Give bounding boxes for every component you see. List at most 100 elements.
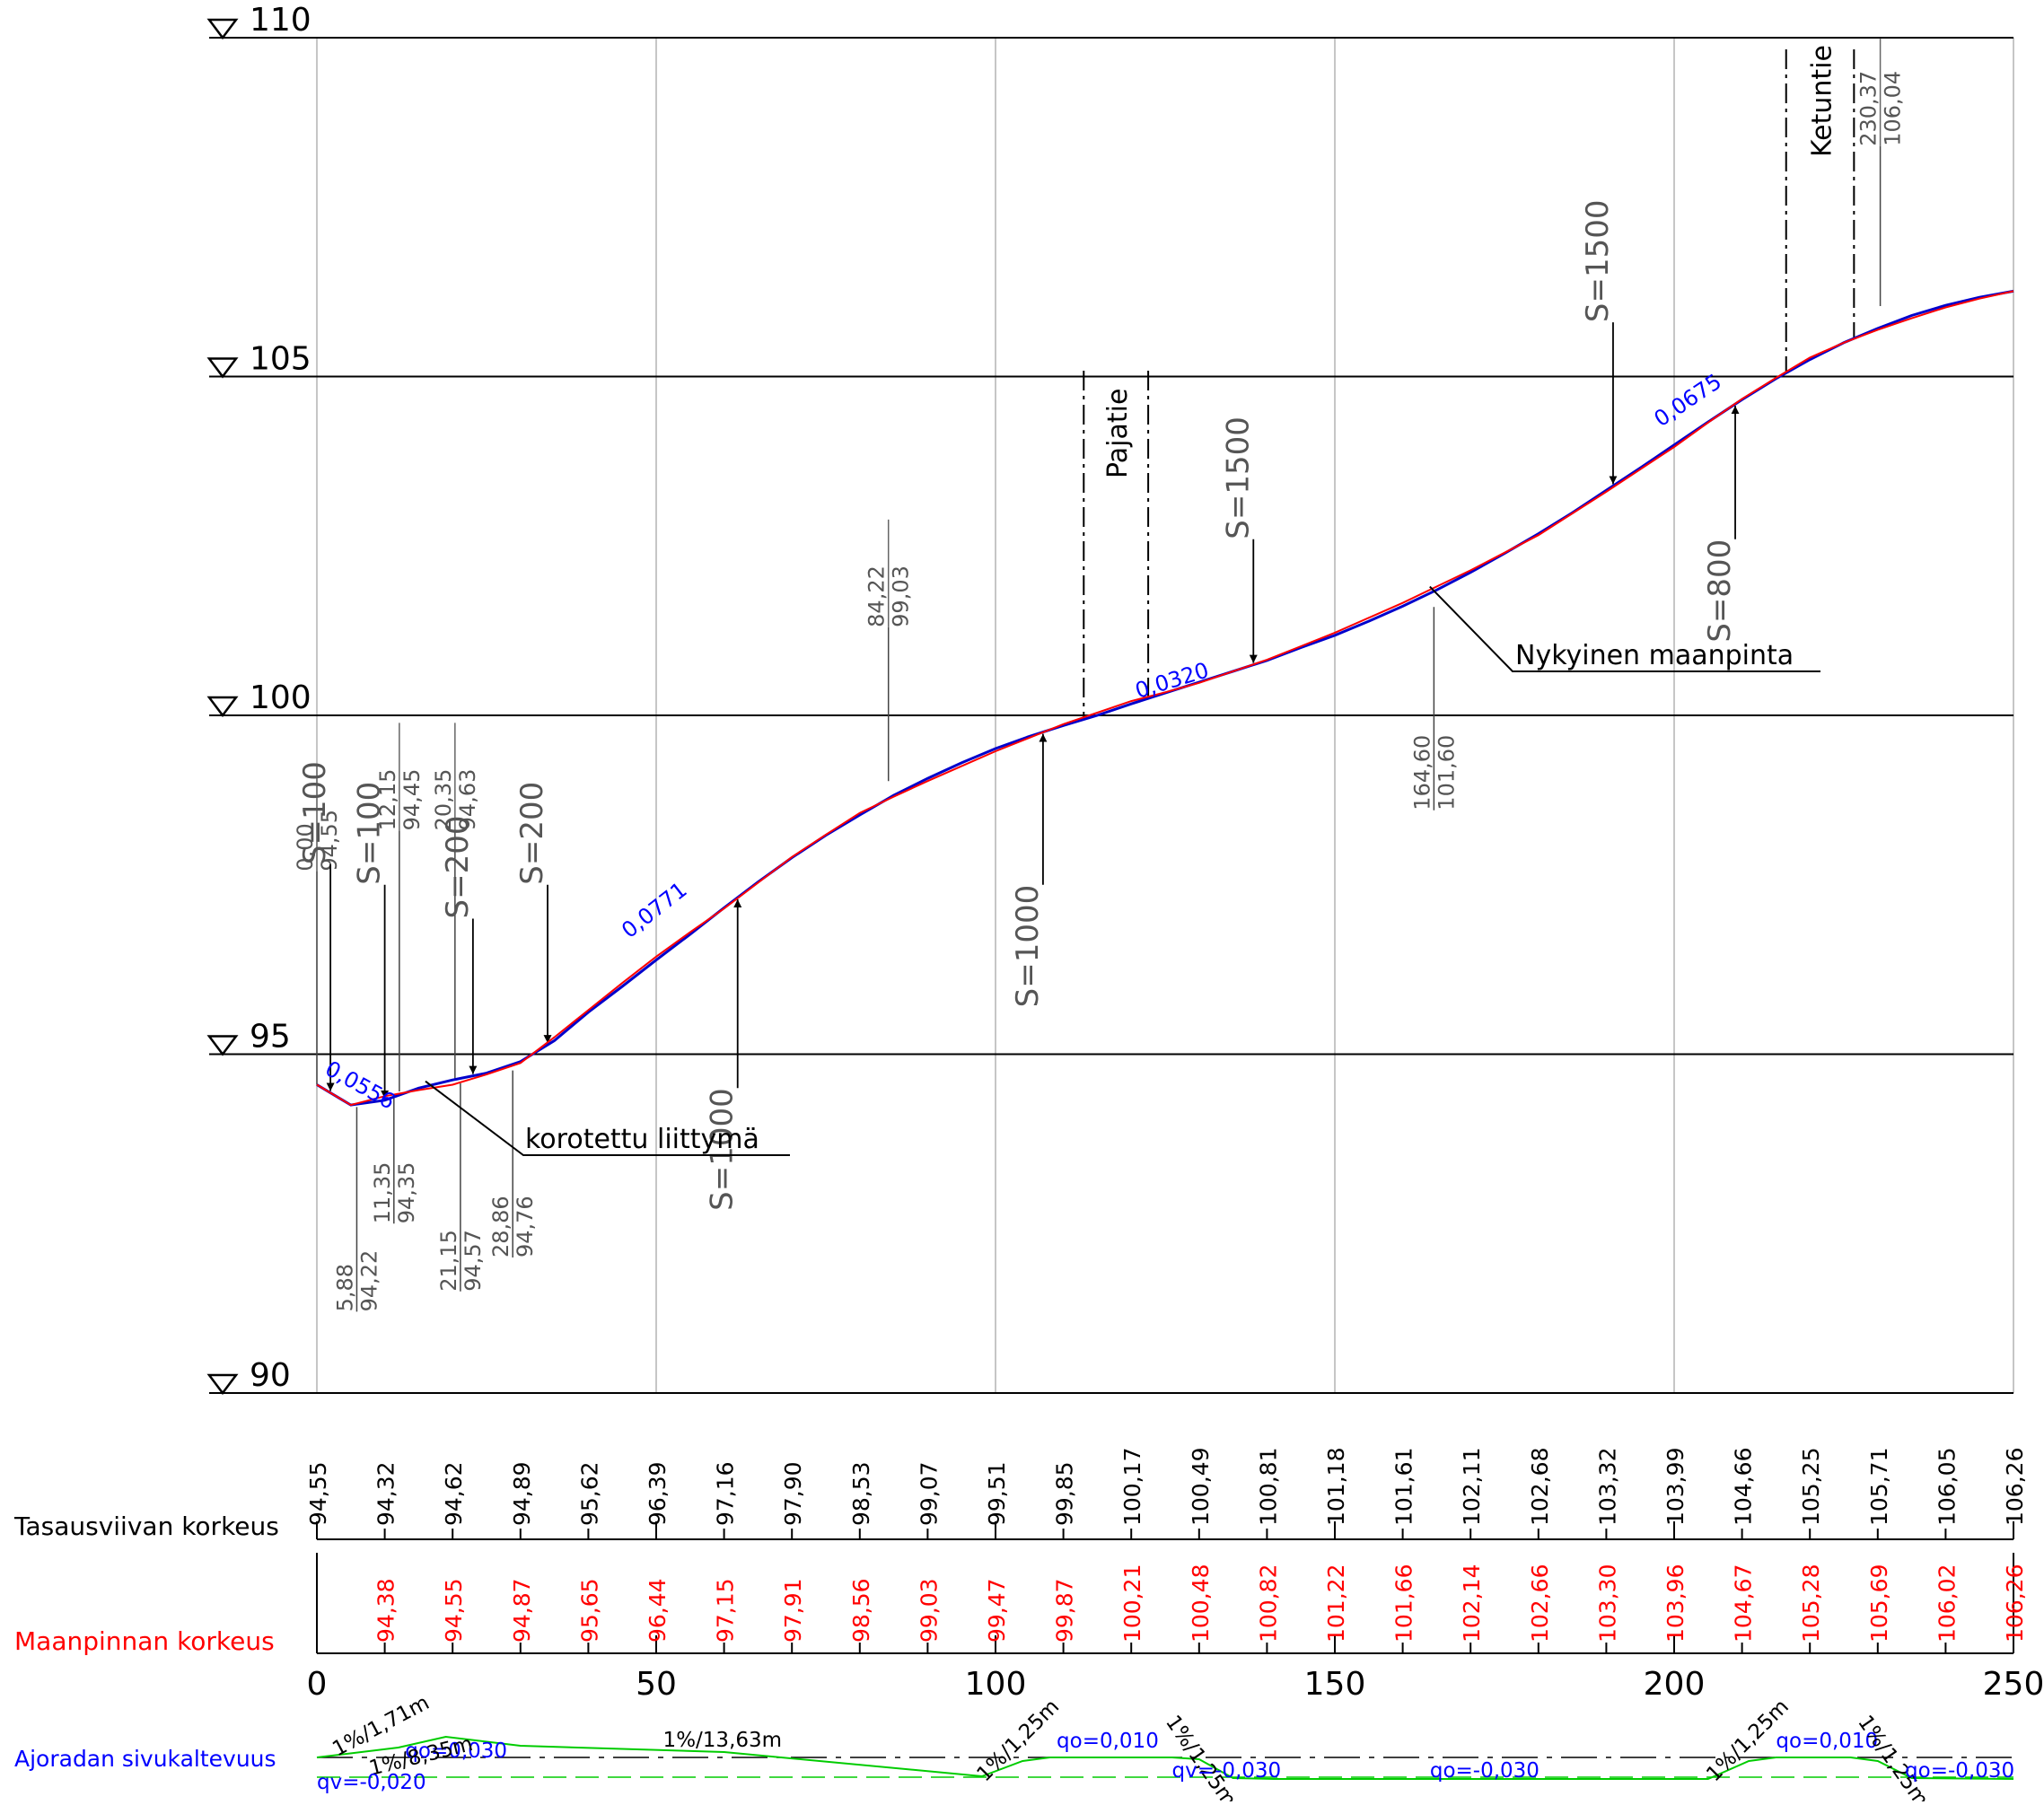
table-cell-value: 101,61	[1391, 1448, 1417, 1526]
crossfall-text: qo=-0,030	[1430, 1759, 1540, 1783]
crossroad-marker: Ketuntie	[1785, 45, 1855, 373]
point-elevation: 94,35	[394, 1162, 419, 1224]
table-cell-value: 105,25	[1798, 1448, 1824, 1526]
table-cell-value: 103,30	[1594, 1564, 1620, 1643]
table-cell-value: 98,56	[848, 1578, 874, 1643]
table-cell-value: 99,03	[916, 1578, 942, 1643]
crossfall-band: Ajoradan sivukaltevuus 1%/1,71mqo=0,0301%…	[14, 1691, 2014, 1805]
annotation: korotettu liittymä	[425, 1080, 790, 1156]
table-cell-value: 97,16	[713, 1461, 739, 1526]
point-elevation: 94,76	[513, 1196, 538, 1257]
table-cell-value: 106,02	[1934, 1564, 1960, 1643]
point-label: 0,00 94,55	[293, 763, 342, 1085]
table-cell-value: 105,28	[1798, 1564, 1824, 1643]
elevation-levels: 110 105 100 95 90	[206, 2, 2013, 1396]
table-cell-value: 105,71	[1866, 1448, 1892, 1526]
level-triangle-icon	[206, 18, 239, 40]
point-label: 230,37 106,04	[1856, 38, 1906, 306]
level-triangle-icon	[206, 357, 239, 379]
table-row-label: Maanpinnan korkeus	[14, 1626, 275, 1656]
x-tick-label: 200	[1644, 1666, 1706, 1703]
crossfall-text: 1%/1,25m	[1161, 1712, 1241, 1801]
table-cell-value: 97,91	[780, 1578, 806, 1643]
table-cell-value: 95,62	[576, 1461, 602, 1526]
point-label: 20,35 94,63	[431, 723, 480, 1080]
vertical-curve-marker: S=200	[440, 816, 478, 1074]
vertical-curve-markers: S=100 S=100 S=200 S=200 S=1000 S=1000 S=1500 S=…	[297, 199, 1740, 1211]
x-tick-label: 50	[636, 1666, 677, 1703]
curve-radius-label: S=1500	[1220, 416, 1256, 539]
point-elevation: 101,60	[1434, 735, 1459, 810]
table-cell-value: 101,66	[1391, 1564, 1417, 1643]
level-triangle-icon	[206, 696, 239, 718]
table-cell-value: 100,82	[1255, 1564, 1281, 1643]
curve-radius-label: S=100	[352, 782, 388, 885]
crossfall-text: qv=-0,030	[1172, 1759, 1282, 1783]
point-station: 21,15	[436, 1230, 461, 1292]
table-cell-value: 94,89	[509, 1461, 535, 1526]
table-cell-value: 100,48	[1188, 1564, 1214, 1643]
elevation-level-label: 100	[250, 679, 311, 716]
crossfall-text: qo=0,030	[405, 1739, 507, 1763]
point-station: 5,88	[332, 1264, 357, 1311]
table-cell-value: 95,65	[576, 1578, 602, 1643]
crossfall-text: qo=0,010	[1776, 1730, 1878, 1753]
annotations: 0,0556 0,0771 0,0320 0,0675 Nykyinen maanpin…	[321, 369, 1820, 1156]
table-cell-value: 104,66	[1731, 1448, 1757, 1526]
vertical-curve-marker: S=1500	[1220, 416, 1258, 663]
x-tick-label: 0	[307, 1666, 328, 1703]
curve-radius-label: S=1000	[705, 1088, 741, 1211]
table-cell-value: 105,69	[1866, 1564, 1892, 1643]
table-cell-value: 99,87	[1052, 1578, 1078, 1643]
table-cell-value: 98,53	[848, 1461, 874, 1526]
point-elevation: 94,63	[455, 769, 480, 831]
table-cell-value: 103,96	[1662, 1564, 1689, 1643]
crossfall-text: 1%/1,25m	[1853, 1712, 1933, 1801]
elevation-level-label: 105	[250, 341, 311, 378]
point-label: 164,60 101,60	[1409, 607, 1459, 810]
table-cell-value: 104,67	[1731, 1564, 1757, 1643]
point-elevation: 94,55	[317, 810, 342, 872]
vertical-curve-marker: S=1000	[705, 898, 742, 1211]
x-tick-label: 250	[1983, 1666, 2044, 1703]
crossfall-text: qo=-0,030	[1905, 1759, 2014, 1783]
table-cell-value: 102,14	[1459, 1564, 1485, 1643]
table-cell-value: 103,32	[1594, 1448, 1620, 1526]
curve-radius-label: S=100	[297, 761, 333, 864]
grade-label: 0,0320	[1132, 658, 1212, 704]
table-cell-value: 106,26	[2002, 1564, 2028, 1643]
grade-label: 0,0771	[617, 877, 691, 943]
point-label: 5,88 94,22	[332, 1107, 382, 1312]
crossroad-markers: Pajatie Ketuntie	[1083, 45, 1855, 720]
crossfall-text: qo=0,010	[1057, 1730, 1159, 1753]
point-station: 164,60	[1409, 735, 1434, 810]
annotation-leader	[425, 1080, 790, 1156]
annotation-leader	[1429, 585, 1820, 672]
table-cell-value: 102,11	[1459, 1448, 1485, 1526]
table-cell-value: 99,07	[916, 1461, 942, 1526]
annotation: Nykyinen maanpinta	[1429, 585, 1820, 672]
grade-label: 0,0556	[321, 1056, 399, 1114]
table-cell-value: 94,62	[441, 1461, 467, 1526]
table-cell-value: 102,68	[1527, 1448, 1553, 1526]
table-cell-value: 100,17	[1119, 1448, 1145, 1526]
table-cell-value: 101,18	[1323, 1448, 1349, 1526]
crossfall-text: 1%/13,63m	[663, 1729, 783, 1752]
table-cell-value: 99,85	[1052, 1461, 1078, 1526]
point-station: 28,86	[488, 1196, 513, 1257]
crossroad-name: Ketuntie	[1807, 45, 1838, 157]
point-label: 28,86 94,76	[488, 1070, 538, 1257]
point-station: 84,22	[864, 565, 890, 627]
table-cell-value: 94,55	[441, 1578, 467, 1643]
annotation-text: korotettu liittymä	[525, 1124, 759, 1155]
point-elevation: 94,45	[399, 769, 425, 831]
table-cell-value: 94,38	[373, 1578, 399, 1643]
point-elevation: 99,03	[889, 565, 914, 627]
crossroad-marker: Pajatie	[1083, 371, 1150, 720]
level-triangle-icon	[206, 1373, 239, 1396]
point-station: 20,35	[431, 769, 456, 831]
table-cell-value: 106,26	[2002, 1448, 2028, 1526]
table-cell-value: 94,55	[305, 1461, 331, 1526]
